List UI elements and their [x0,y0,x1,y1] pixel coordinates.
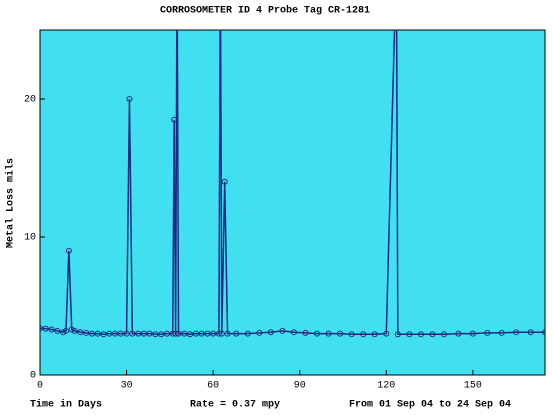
data-point [218,330,225,337]
data-point [135,330,142,337]
data-point [48,326,55,333]
data-point [42,325,49,332]
y-tick-label: 10 [24,233,36,244]
data-point [469,330,476,337]
data-point [106,330,113,337]
data-point [172,330,179,337]
data-point [204,330,211,337]
data-point [542,329,545,336]
data-point [406,331,413,338]
data-point [181,330,188,337]
y-tick-label: 0 [30,371,36,382]
data-point [441,331,447,338]
data-point [146,330,153,337]
x-tick-label: 90 [294,381,306,392]
data-point [126,96,133,102]
x-tick-label: 0 [37,381,43,392]
y-tick-label: 20 [24,95,36,106]
data-point [325,330,332,337]
x-axis-label: Time in Days [30,399,102,410]
data-point [158,331,165,338]
data-point [224,330,231,337]
y-axis-label: Metal Loss mils [5,158,17,248]
data-point [267,329,274,336]
data-line [40,30,545,336]
data-point [244,330,251,337]
data-point [175,330,182,337]
data-point [256,329,263,336]
x-tick-label: 30 [121,381,133,392]
data-point [429,331,436,338]
data-point [192,330,199,337]
data-point [233,330,240,337]
data-point [417,331,424,338]
data-point [337,330,344,337]
data-point [71,327,78,334]
data-point [394,331,401,338]
data-point [83,329,90,336]
data-point [163,330,170,337]
data-point [302,329,309,336]
data-point [371,331,378,338]
data-point [68,326,75,333]
rate-label: Rate = 0.37 mpy [190,400,280,410]
date-range-label: From 01 Sep 04 to 24 Sep 04 [349,400,511,410]
data-point [100,331,107,338]
x-tick-label: 150 [464,381,482,392]
data-point [140,330,147,337]
data-point [152,331,159,338]
plot-area [39,29,546,376]
data-point [290,329,297,336]
data-point [54,327,61,334]
data-point [348,331,355,338]
data-point [40,325,43,332]
data-point [455,330,462,337]
chart-title: CORROSOMETER ID 4 Probe Tag CR-1281 [160,5,370,17]
data-point [383,330,390,337]
data-point [221,178,228,185]
data-point [513,329,520,336]
data-point [60,329,67,336]
data-point [112,330,119,337]
x-tick-label: 60 [207,381,219,392]
data-point [117,330,124,337]
data-point [210,330,217,337]
data-point [279,327,286,334]
data-point [171,116,178,123]
data-point [198,330,205,337]
plot-series [40,30,545,338]
data-point [62,327,69,334]
data-point [94,330,101,337]
data-point [88,330,95,337]
data-point [498,329,505,336]
x-tick-label: 120 [377,381,395,392]
data-point [129,330,136,337]
data-point [527,329,534,336]
data-point [169,330,176,337]
data-point [77,329,84,336]
data-point [215,330,222,337]
data-point [484,329,491,336]
data-point [314,330,321,337]
data-point [123,330,130,337]
data-point [65,247,72,254]
data-point [187,331,194,338]
data-point [360,331,367,338]
